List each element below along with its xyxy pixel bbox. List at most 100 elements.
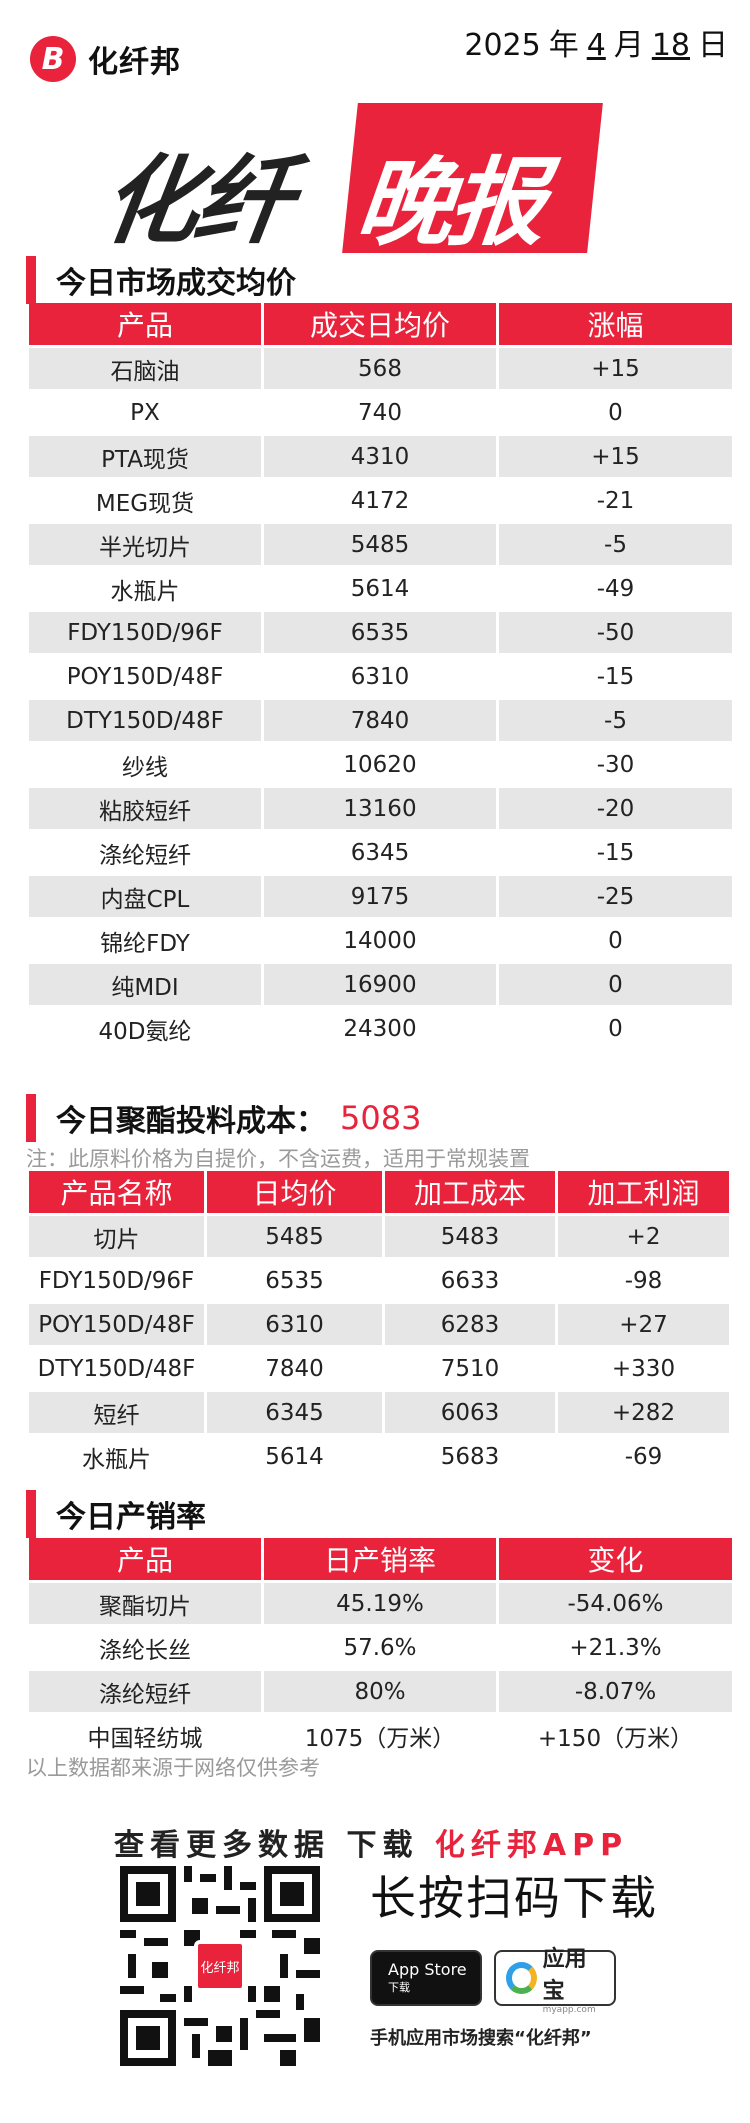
section-bar xyxy=(26,256,36,304)
yingyongbao-sublabel: myapp.com xyxy=(542,2005,596,2015)
section-bar xyxy=(26,1094,36,1142)
table-header-row: 产品 成交日均价 涨幅 xyxy=(29,303,732,345)
section-polyester-cost-title: 今日聚酯投料成本： 5083 xyxy=(26,1094,421,1142)
table-cell-cost: 7510 xyxy=(440,1355,500,1382)
table-cell-price: 6345 xyxy=(350,839,410,866)
section-title-text: 今日市场成交均价 xyxy=(56,266,296,301)
col-header: 变化 xyxy=(499,1538,732,1580)
table-cell-product: 短纤 xyxy=(29,1392,204,1433)
app-store-sublabel: 下载 xyxy=(388,1981,410,1994)
table-cell-change: -50 xyxy=(499,612,732,653)
table-row: 内盘CPL 9175 -25 xyxy=(29,876,732,917)
yingyongbao-label: 应用宝 xyxy=(542,1947,587,2004)
table-cell-change: 0 xyxy=(608,1015,623,1042)
price-note: 注：此原料价格为自提价，不含运费，适用于常规装置 xyxy=(26,1147,530,1171)
table-cell-price: 740 xyxy=(358,399,402,426)
table-row: 水瓶片 5614 -49 xyxy=(29,568,732,609)
brand-name: 化纤邦 xyxy=(88,45,181,80)
table-cell-profit: +27 xyxy=(558,1304,729,1345)
table-cell-price: 16900 xyxy=(264,964,496,1005)
table-cell-change: +150（万米） xyxy=(537,1725,694,1752)
table-cell-product: 锦纶FDY xyxy=(100,930,190,957)
table-row: 涤纶长丝 57.6% +21.3% xyxy=(29,1627,732,1668)
table-row: FDY150D/96F 6535 -50 xyxy=(29,612,732,653)
table-cell-product: 内盘CPL xyxy=(29,876,261,917)
table-cell-product: 中国轻纺城 xyxy=(87,1725,203,1752)
table-row: DTY150D/48F 7840 7510 +330 xyxy=(29,1348,729,1389)
col-header: 成交日均价 xyxy=(264,303,496,345)
table-cell-price: 6345 xyxy=(207,1392,382,1433)
section-title-text: 今日聚酯投料成本： xyxy=(56,1104,326,1139)
promo-line: 查看更多数据 下载 化纤邦APP xyxy=(114,1820,628,1864)
table-cell-product: POY150D/48F xyxy=(29,1304,204,1345)
sales-rate-table: 产品 日产销率 变化 聚酯切片 45.19% -54.06% 涤纶长丝 57.6% +21… xyxy=(26,1535,735,1759)
table-row: 水瓶片 5614 5683 -69 xyxy=(29,1436,729,1477)
banner-red-text: 晚报 xyxy=(351,147,548,259)
table-cell-cost: 6283 xyxy=(385,1304,555,1345)
table-cell-change: -8.07% xyxy=(499,1671,732,1712)
date-month-unit: 月 xyxy=(613,28,644,63)
table-row: 涤纶短纤 6345 -15 xyxy=(29,832,732,873)
table-cell-product: 涤纶长丝 xyxy=(99,1637,191,1664)
table-row: 半光切片 5485 -5 xyxy=(29,524,732,565)
table-cell-price: 6310 xyxy=(350,663,410,690)
table-cell-product: PX xyxy=(130,399,160,426)
table-cell-product: 半光切片 xyxy=(29,524,261,565)
yingyongbao-icon xyxy=(506,1962,537,1994)
table-cell-product: MEG现货 xyxy=(95,490,195,517)
date-day: 18 xyxy=(651,28,690,63)
table-cell-price: 10620 xyxy=(343,751,417,778)
section-bar xyxy=(26,1490,36,1538)
table-cell-rate: 57.6% xyxy=(343,1634,417,1661)
table-row: 40D氨纶 24300 0 xyxy=(29,1008,732,1049)
table-cell-product: 石脑油 xyxy=(29,348,261,389)
table-row: 切片 5485 5483 +2 xyxy=(29,1216,729,1257)
table-cell-profit: -98 xyxy=(624,1267,663,1294)
brand-badge-icon: B xyxy=(30,36,76,82)
table-cell-product: 粘胶短纤 xyxy=(29,788,261,829)
header: B 化纤邦 2025 年 4 月 18 日 xyxy=(0,0,750,110)
table-cell-price: 4310 xyxy=(264,436,496,477)
table-cell-change: 0 xyxy=(499,964,732,1005)
table-cell-price: 6535 xyxy=(264,612,496,653)
section-market-price-title: 今日市场成交均价 xyxy=(26,256,296,304)
table-cell-product: PTA现货 xyxy=(29,436,261,477)
search-tip: 手机应用市场搜索“化纤邦” xyxy=(370,2028,592,2049)
table-cell-profit: -69 xyxy=(624,1443,663,1470)
promo-line-prefix: 查看更多数据 下载 xyxy=(114,1828,419,1863)
table-cell-price: 5614 xyxy=(265,1443,324,1470)
table-row: 涤纶短纤 80% -8.07% xyxy=(29,1671,732,1712)
market-price-table: 产品 成交日均价 涨幅 石脑油 568 +15 PX 740 0 PTA现货 4310 +15 M… xyxy=(26,300,735,1052)
report-date: 2025 年 4 月 18 日 xyxy=(464,20,728,64)
date-year: 2025 xyxy=(464,28,541,63)
yingyongbao-button[interactable]: 应用宝 myapp.com xyxy=(494,1947,616,2015)
table-cell-product: POY150D/48F xyxy=(66,663,224,690)
table-cell-price: 13160 xyxy=(264,788,496,829)
table-row: 纱线 10620 -30 xyxy=(29,744,732,785)
table-row: FDY150D/96F 6535 6633 -98 xyxy=(29,1260,729,1301)
table-cell-price: 7840 xyxy=(265,1355,324,1382)
section-title-text: 今日产销率 xyxy=(56,1500,206,1535)
table-row: 石脑油 568 +15 xyxy=(29,348,732,389)
polyester-cost-value: 5083 xyxy=(340,1099,422,1137)
polyester-cost-table: 产品名称 日均价 加工成本 加工利润 切片 5485 5483 +2 FDY150D/9… xyxy=(26,1168,732,1480)
table-cell-change: -25 xyxy=(499,876,732,917)
table-cell-change: +21.3% xyxy=(569,1634,662,1661)
table-cell-price: 5485 xyxy=(264,524,496,565)
banner-red-block: 晚报 xyxy=(342,103,603,259)
table-cell-change: +15 xyxy=(499,348,732,389)
table-cell-change: -5 xyxy=(499,524,732,565)
app-store-button[interactable]: App Store 下载 xyxy=(370,1950,482,2006)
source-note: 以上数据都来源于网络仅供参考 xyxy=(26,1756,320,1780)
table-cell-cost: 6063 xyxy=(385,1392,555,1433)
qr-code[interactable]: 化纤邦 xyxy=(120,1866,320,2066)
table-cell-product: 切片 xyxy=(29,1216,204,1257)
table-cell-change: -5 xyxy=(499,700,732,741)
col-header: 加工成本 xyxy=(385,1171,555,1213)
table-cell-product: 纱线 xyxy=(122,754,168,781)
table-cell-change: +15 xyxy=(499,436,732,477)
table-cell-change: -49 xyxy=(596,575,635,602)
table-row: 锦纶FDY 14000 0 xyxy=(29,920,732,961)
table-cell-cost: 5483 xyxy=(385,1216,555,1257)
table-cell-product: 涤纶短纤 xyxy=(99,842,191,869)
